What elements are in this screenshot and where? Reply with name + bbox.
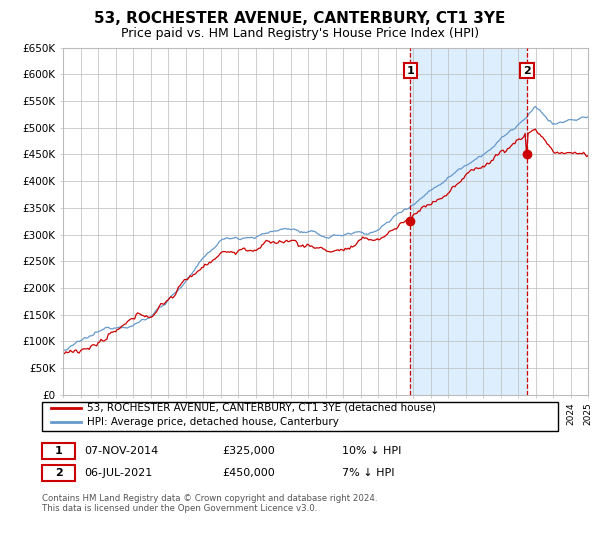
Text: £450,000: £450,000 xyxy=(222,468,275,478)
Text: 1: 1 xyxy=(55,446,62,456)
Text: HPI: Average price, detached house, Canterbury: HPI: Average price, detached house, Cant… xyxy=(87,417,339,427)
Text: 10% ↓ HPI: 10% ↓ HPI xyxy=(342,446,401,456)
Text: Price paid vs. HM Land Registry's House Price Index (HPI): Price paid vs. HM Land Registry's House … xyxy=(121,27,479,40)
Text: 1: 1 xyxy=(407,66,414,76)
Text: 2: 2 xyxy=(55,468,62,478)
Text: 06-JUL-2021: 06-JUL-2021 xyxy=(84,468,152,478)
Text: 53, ROCHESTER AVENUE, CANTERBURY, CT1 3YE: 53, ROCHESTER AVENUE, CANTERBURY, CT1 3Y… xyxy=(94,11,506,26)
Text: 53, ROCHESTER AVENUE, CANTERBURY, CT1 3YE (detached house): 53, ROCHESTER AVENUE, CANTERBURY, CT1 3Y… xyxy=(87,403,436,413)
Text: Contains HM Land Registry data © Crown copyright and database right 2024.
This d: Contains HM Land Registry data © Crown c… xyxy=(42,494,377,514)
Text: 2: 2 xyxy=(523,66,531,76)
Text: £325,000: £325,000 xyxy=(222,446,275,456)
Text: 7% ↓ HPI: 7% ↓ HPI xyxy=(342,468,395,478)
Bar xyxy=(410,48,527,395)
Text: 07-NOV-2014: 07-NOV-2014 xyxy=(84,446,158,456)
